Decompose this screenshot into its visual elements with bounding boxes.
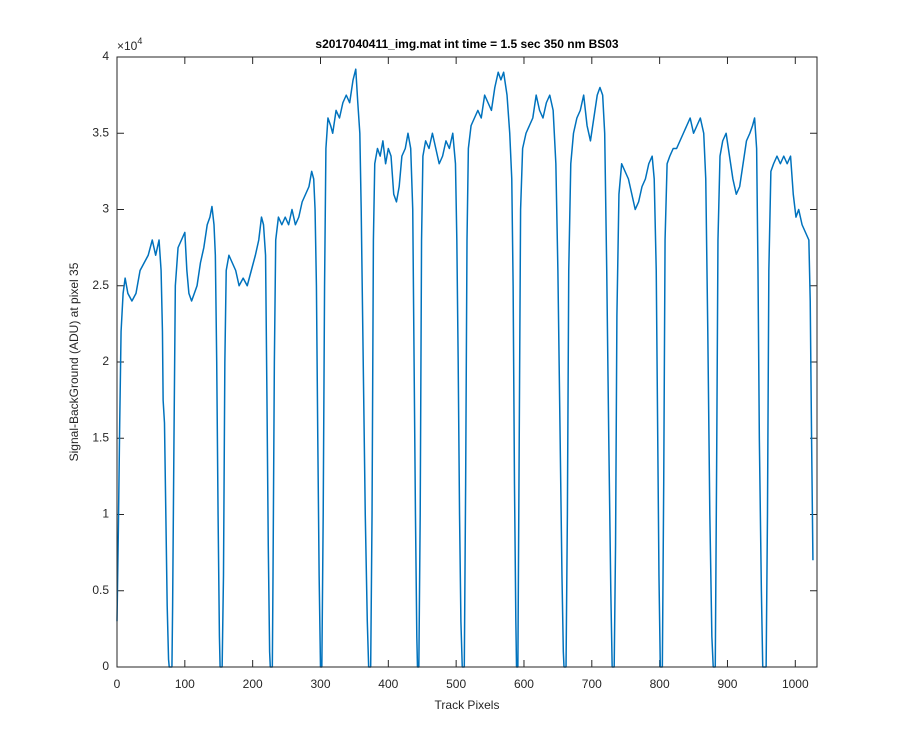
y-axis-label: Signal-BackGround (ADU) at pixel 35 <box>67 262 81 461</box>
y-exponent-power: 4 <box>137 36 142 46</box>
y-tick-label: 1 <box>102 507 109 521</box>
x-tick-label: 200 <box>243 677 263 691</box>
x-axis-label: Track Pixels <box>435 698 500 712</box>
x-tick-label: 400 <box>378 677 398 691</box>
y-tick-label: 0 <box>102 659 109 673</box>
y-tick-label: 2 <box>102 354 109 368</box>
y-tick-label: 4 <box>102 49 109 63</box>
axes-box <box>116 56 818 668</box>
x-tick-label: 0 <box>114 677 121 691</box>
chart-title: s2017040411_img.mat int time = 1.5 sec 3… <box>315 37 619 51</box>
y-exponent: ×104 <box>117 36 142 53</box>
x-tick-label: 100 <box>175 677 195 691</box>
x-tick-label: 600 <box>514 677 534 691</box>
x-tick-label: 1000 <box>782 677 809 691</box>
y-tick-label: 3 <box>102 202 109 216</box>
y-tick-label: 2.5 <box>92 278 109 292</box>
x-tick-label: 300 <box>310 677 330 691</box>
x-tick-label: 800 <box>650 677 670 691</box>
y-tick-label: 0.5 <box>92 583 109 597</box>
y-tick-label: 3.5 <box>92 125 109 139</box>
data-line <box>116 68 814 668</box>
y-exponent-base: ×10 <box>117 39 138 53</box>
x-tick-label: 500 <box>446 677 466 691</box>
x-tick-label: 900 <box>717 677 737 691</box>
y-tick-label: 1.5 <box>92 430 109 444</box>
x-tick-label: 700 <box>582 677 602 691</box>
